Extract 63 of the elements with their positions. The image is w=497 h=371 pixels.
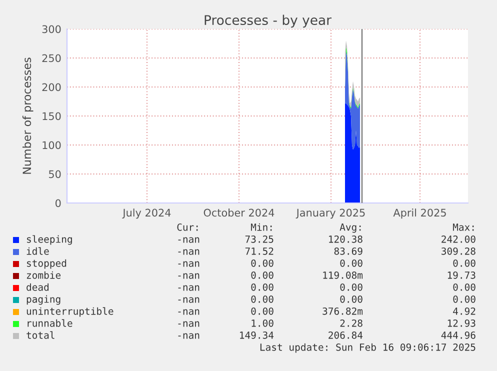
text: -nan: [178, 309, 200, 315]
text: Min:: [250, 223, 272, 231]
text: 0.00: [251, 307, 274, 315]
text: 71.52: [245, 247, 274, 255]
text: 149.34: [240, 331, 274, 339]
text: 12.93: [448, 319, 476, 327]
y-tick-label: 150: [42, 112, 61, 120]
text: 0.00: [251, 295, 274, 303]
text: -nan: [178, 321, 200, 327]
text: -nan: [178, 237, 200, 243]
text: -nan: [178, 261, 200, 267]
x-tick-label: January 2025: [296, 208, 365, 219]
text: 1.00: [252, 319, 274, 327]
text: -nan: [178, 333, 200, 339]
text: 0.00: [251, 271, 274, 279]
legend-label: idle: [26, 247, 49, 255]
y-tick-label: 300: [42, 25, 61, 34]
text: 242.00: [442, 235, 476, 243]
x-tick-label: April 2025: [393, 208, 446, 219]
legend-label: sleeping: [27, 235, 72, 245]
legend-label: dead: [26, 283, 49, 291]
y-tick-label: 0: [56, 199, 61, 208]
y-tick-label: 50: [48, 170, 61, 178]
chart-title: Processes - by year: [204, 14, 332, 28]
legend-label: runnable: [28, 319, 72, 327]
text: 309.28: [442, 247, 476, 255]
text: 0.00: [453, 259, 476, 267]
text: 0.00: [251, 259, 274, 267]
text: -nan: [178, 249, 200, 255]
text: -nan: [178, 297, 200, 303]
text: 83.69: [334, 247, 362, 255]
text: Last update: Sun Feb 16 09:06:17 2025: [260, 343, 476, 353]
text: Avg:: [340, 224, 361, 233]
text: 120.38: [329, 235, 362, 243]
text: 0.00: [340, 283, 362, 291]
y-tick-label: 250: [42, 54, 61, 62]
text: Max:: [452, 224, 474, 231]
y-tick-label: 100: [42, 141, 61, 150]
text: 19.73: [448, 271, 476, 279]
text: Cur:: [177, 223, 198, 231]
text: -nan: [178, 273, 200, 279]
text: 206.84: [328, 331, 363, 339]
text: 0.00: [453, 283, 476, 291]
legend-label: uninterruptible: [26, 307, 114, 317]
text: 4.92: [453, 307, 476, 315]
legend-label: zombie: [26, 271, 61, 279]
y-axis-title: Number of processes: [22, 58, 34, 174]
text: 119.08m: [323, 271, 363, 279]
legend-label: stopped: [27, 259, 66, 269]
text: 73.25: [245, 235, 274, 243]
text: 0.00: [340, 259, 362, 267]
text: 444.96: [441, 331, 476, 339]
text: -nan: [178, 285, 200, 291]
text: 0.00: [251, 283, 274, 291]
y-tick-label: 200: [42, 83, 61, 92]
text: 376.82m: [322, 307, 363, 315]
x-tick-label: October 2024: [204, 208, 274, 217]
text: 0.00: [340, 295, 362, 303]
text: 0.00: [453, 295, 476, 303]
legend-label: total: [26, 331, 54, 339]
x-tick-label: July 2024: [122, 208, 171, 219]
legend-label: paging: [26, 295, 60, 305]
text: 2.28: [340, 319, 362, 327]
